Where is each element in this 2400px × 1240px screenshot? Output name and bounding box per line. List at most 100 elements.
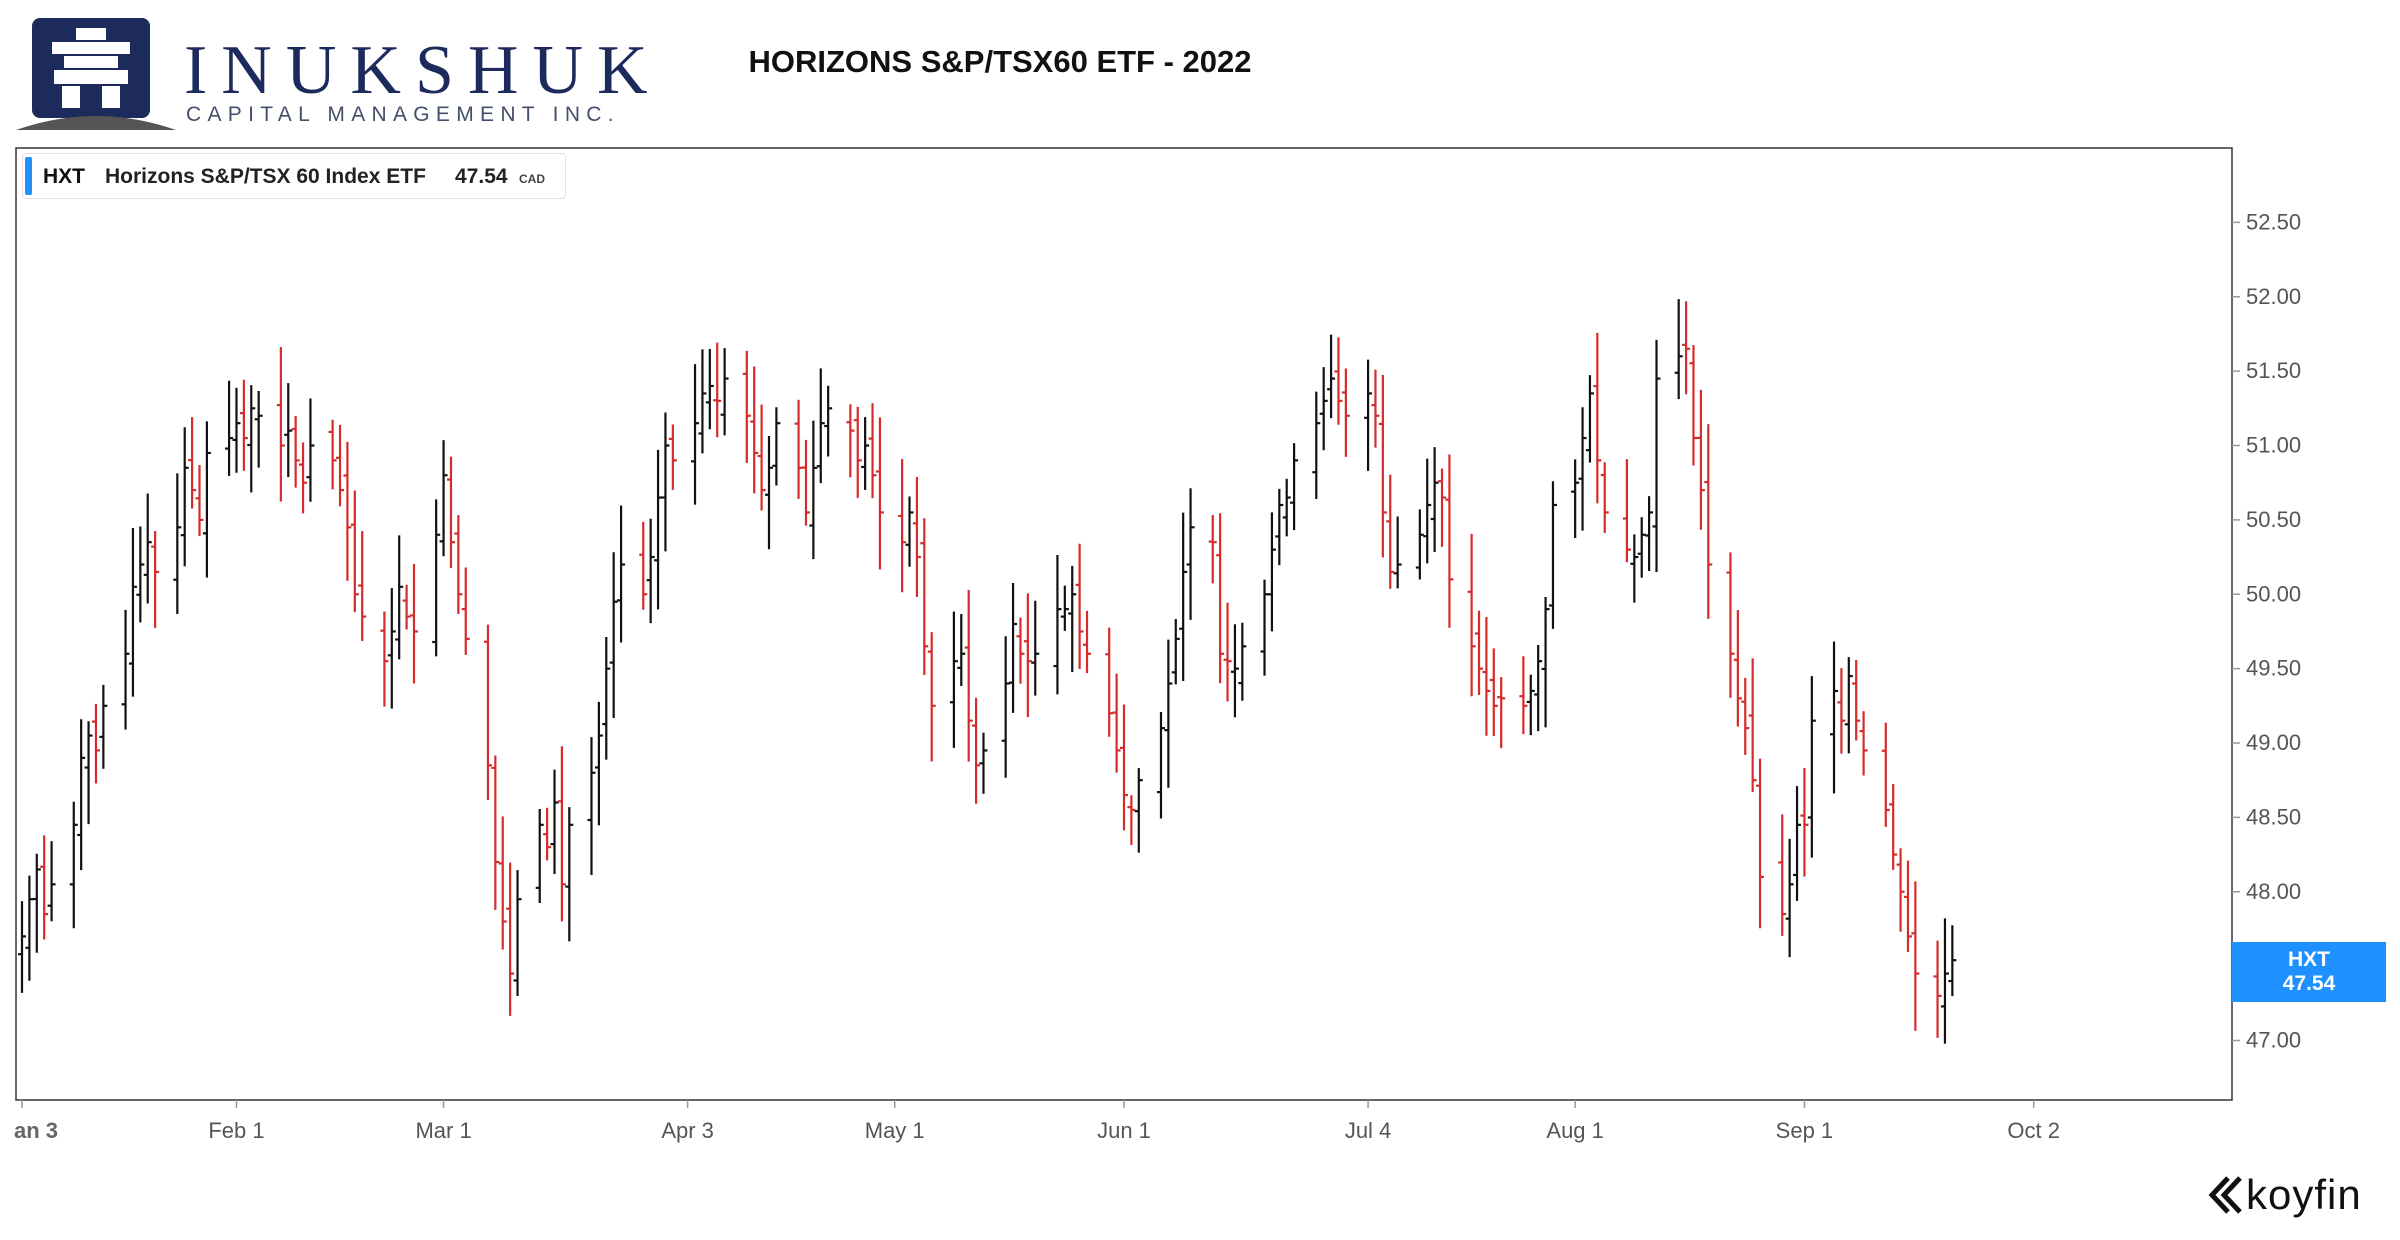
chart-title: HORIZONS S&P/TSX60 ETF - 2022 — [748, 44, 1252, 79]
ohlc-bar — [1696, 389, 1705, 530]
ohlc-bar — [121, 609, 130, 730]
ohlc-bar — [99, 684, 108, 769]
ohlc-bar — [875, 417, 884, 570]
ohlc-bar — [1756, 758, 1765, 929]
ohlc-bar — [1793, 786, 1802, 901]
ohlc-bar — [1778, 814, 1787, 936]
ohlc-bar — [1830, 641, 1839, 794]
ohlc-bar — [1519, 656, 1528, 735]
ohlc-bar — [905, 496, 914, 567]
ohlc-bar — [639, 521, 648, 610]
series-legend[interactable]: HXT Horizons S&P/TSX 60 Index ETF 47.54 … — [22, 153, 566, 199]
ohlc-bar — [32, 853, 41, 953]
ohlc-bar — [949, 611, 958, 748]
ohlc-bar — [136, 526, 145, 623]
legend-security-name: Horizons S&P/TSX 60 Index ETF — [105, 165, 426, 188]
ohlc-bar — [757, 404, 766, 511]
ohlc-bar — [1393, 516, 1402, 589]
ohlc-bar — [77, 719, 86, 871]
ohlc-bar — [1423, 458, 1432, 564]
ohlc-bar — [432, 499, 441, 657]
ohlc-bar — [1526, 674, 1535, 736]
ohlc-bar — [617, 505, 626, 643]
ohlc-bar — [668, 424, 677, 490]
ohlc-bar — [713, 342, 722, 438]
inukshuk-logo-icon — [16, 18, 176, 130]
y-tick-label: 48.50 — [2246, 804, 2301, 829]
ohlc-bar — [1844, 657, 1853, 754]
legend-price: 47.54 — [455, 165, 508, 188]
ohlc-bar — [772, 407, 781, 486]
ohlc-bar — [461, 567, 470, 655]
ohlc-bar — [1940, 918, 1949, 1044]
ohlc-bar — [1859, 711, 1868, 776]
ohlc-bar — [1445, 454, 1454, 628]
y-tick-label: 50.50 — [2246, 507, 2301, 532]
y-tick-label: 52.00 — [2246, 284, 2301, 309]
ohlc-bar — [91, 703, 100, 784]
ohlc-bar — [1475, 610, 1484, 695]
ohlc-bar — [483, 624, 492, 800]
ohlc-bar — [299, 442, 308, 514]
ohlc-bar — [506, 862, 515, 1016]
ohlc-bar — [1578, 407, 1587, 531]
ohlc-bar — [1290, 443, 1299, 531]
ohlc-bar — [868, 403, 877, 499]
ohlc-bar — [1896, 848, 1905, 932]
ohlc-bar — [1682, 301, 1691, 395]
ohlc-bar — [1630, 534, 1639, 603]
ohlc-bar — [1785, 838, 1794, 958]
ohlc-bar — [1637, 517, 1646, 578]
ohlc-bar — [1275, 488, 1284, 566]
ohlc-bar — [587, 737, 596, 876]
ohlc-bar — [25, 875, 34, 981]
ohlc-bar — [1534, 644, 1543, 732]
ohlc-bar — [18, 901, 26, 993]
ohlc-bar — [1053, 554, 1062, 695]
ohlc-bar — [247, 385, 256, 493]
x-axis: Feb 1 Mar 1 Apr 3 May 1 Jun 1 Jul 4 Aug 1 Sep 1… — [21, 1100, 2060, 1143]
y-axis: 47.00 48.00 48.50 49.00 49.50 50.00 50.50 51.00… — [2232, 209, 2301, 1053]
ohlc-bar — [853, 406, 862, 498]
ohlc-bar — [1186, 488, 1195, 620]
ohlc-bar — [1016, 617, 1025, 684]
x-tick-label: Feb 1 — [208, 1118, 264, 1143]
ohlc-bar — [957, 613, 966, 687]
ohlc-bar — [1600, 462, 1609, 534]
ohlc-bar — [691, 364, 700, 505]
ohlc-bar — [395, 535, 404, 660]
ohlc-bar — [705, 348, 714, 430]
ohlc-bar — [1327, 334, 1336, 419]
ohlc-bar — [1208, 514, 1217, 584]
ohlc-bar — [602, 636, 611, 760]
ohlc-bar — [1571, 459, 1580, 538]
ohlc-bar — [225, 380, 234, 476]
ohlc-bar — [173, 473, 182, 615]
ohlc-bar — [816, 368, 825, 484]
ohlc-bar — [898, 459, 907, 593]
ohlc-bar — [1216, 513, 1225, 684]
ohlc-bar — [1267, 512, 1276, 632]
ohlc-bar — [180, 427, 189, 567]
ohlc-bar — [1023, 593, 1032, 718]
ohlc-bar — [912, 476, 921, 597]
y-tick-label: 49.00 — [2246, 730, 2301, 755]
ohlc-bar — [565, 807, 574, 942]
ohlc-bar — [47, 841, 56, 922]
ohlc-bar — [720, 348, 729, 436]
ohlc-bar — [764, 436, 773, 550]
ohlc-bar — [151, 530, 160, 628]
ohlc-bar — [794, 399, 803, 499]
y-tick-label: 51.50 — [2246, 358, 2301, 383]
brand-name: INUKSHUK — [184, 32, 662, 109]
ohlc-bar — [1933, 940, 1942, 1038]
ohlc-bar — [750, 366, 759, 494]
ohlc-bar — [1001, 636, 1010, 778]
ohlc-bar — [654, 449, 663, 610]
ohlc-bar — [40, 835, 49, 940]
ohlc-bar — [1674, 299, 1683, 400]
ohlc-bar — [1548, 481, 1557, 629]
ohlc-bar — [1726, 552, 1735, 698]
y-tick-label: 50.00 — [2246, 581, 2301, 606]
ohlc-bar — [1171, 619, 1180, 685]
